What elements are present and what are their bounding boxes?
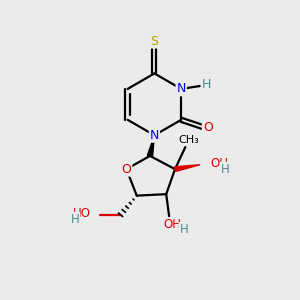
- Text: O: O: [203, 121, 213, 134]
- Text: H: H: [202, 78, 211, 91]
- Text: O: O: [122, 163, 131, 176]
- Text: S: S: [150, 34, 158, 48]
- Text: OH: OH: [163, 218, 181, 231]
- Polygon shape: [175, 165, 200, 172]
- Text: H: H: [221, 163, 230, 176]
- Text: H: H: [179, 223, 188, 236]
- Text: CH₃: CH₃: [178, 135, 199, 145]
- Text: H: H: [70, 213, 79, 226]
- Polygon shape: [147, 135, 155, 156]
- Text: N: N: [150, 129, 159, 142]
- Text: N: N: [176, 82, 186, 95]
- Text: HO: HO: [73, 207, 91, 220]
- Text: OH: OH: [210, 157, 228, 170]
